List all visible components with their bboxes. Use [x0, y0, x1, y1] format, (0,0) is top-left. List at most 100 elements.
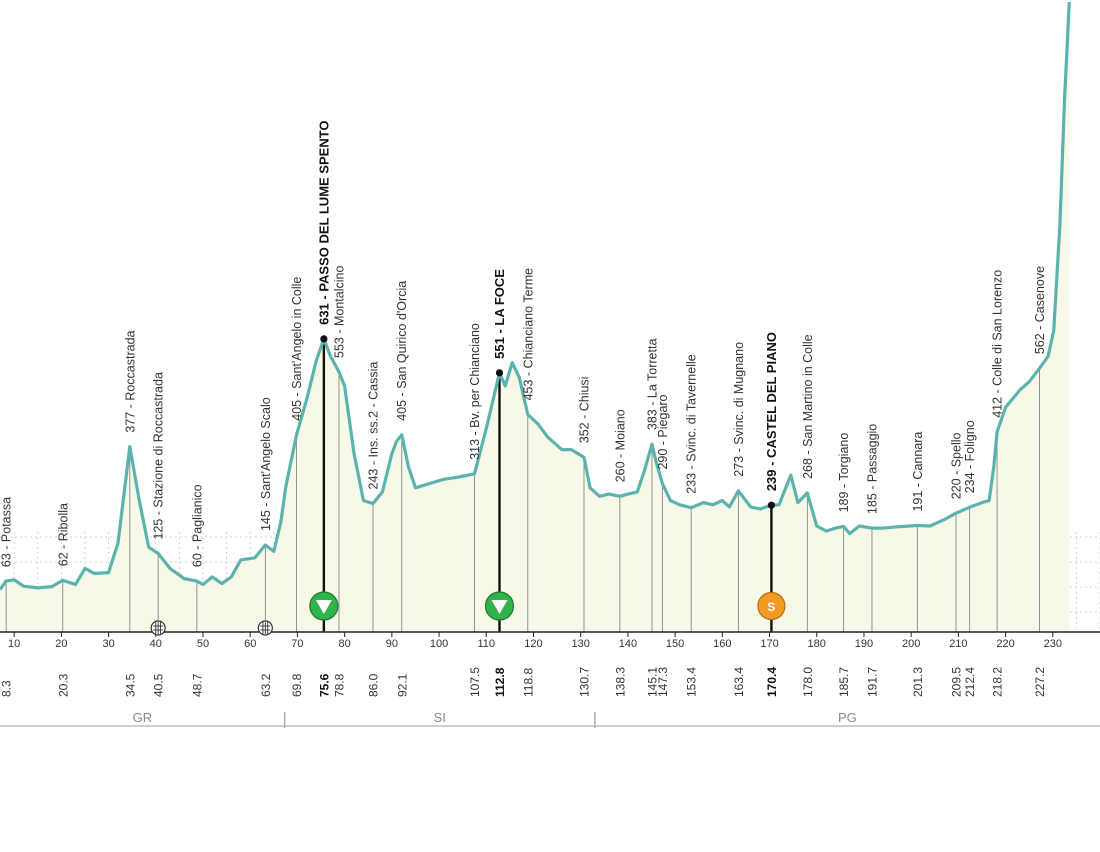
x-tick-label: 140	[619, 638, 637, 650]
place-label: 453 - Chianciano Terme	[521, 268, 535, 401]
x-tick-label: 70	[291, 638, 303, 650]
km-label: 69.8	[290, 673, 304, 697]
place-label: 377 - Roccastrada	[123, 330, 137, 432]
km-label: 170.4	[765, 667, 779, 697]
km-label: 138.3	[613, 667, 627, 697]
x-tick-label: 110	[477, 638, 495, 650]
place-label: 63 - Potassa	[0, 497, 14, 567]
place-label: 239 - CASTEL DEL PIANO	[764, 332, 779, 491]
place-label: 189 - Torgiano	[837, 433, 851, 513]
x-tick-label: 90	[386, 638, 398, 650]
km-label: 86.0	[366, 673, 380, 697]
place-label: 233 - Svinc. di Tavernelle	[685, 354, 699, 493]
x-tick-label: 130	[572, 638, 590, 650]
x-tick-label: 220	[996, 638, 1014, 650]
place-label: 553 - Montalcino	[332, 266, 346, 358]
place-label: 145 - Sant'Angelo Scalo	[259, 397, 273, 531]
place-label: 268 - San Martino in Colle	[801, 334, 815, 479]
x-tick-label: 190	[855, 638, 873, 650]
level-crossing-icon	[257, 620, 273, 636]
region-label: PG	[838, 710, 857, 725]
place-label: 551 - LA FOCE	[492, 269, 507, 359]
icon-layer: S	[150, 335, 786, 636]
km-label: 185.7	[837, 667, 851, 697]
km-label: 163.4	[732, 667, 746, 697]
x-tick-label: 10	[8, 638, 20, 650]
sprint-icon: S	[757, 591, 786, 621]
place-label: 60 - Paglianico	[190, 484, 204, 567]
place-label: 185 - Passaggio	[865, 424, 879, 514]
place-label: 352 - Chiusi	[577, 377, 591, 444]
place-label: 273 - Svinc. di Mugnano	[732, 342, 746, 477]
km-label: 48.7	[190, 673, 204, 697]
place-label: 383 - La Torretta	[645, 339, 659, 431]
x-tick-label: 200	[902, 638, 920, 650]
x-tick-label: 170	[760, 638, 778, 650]
km-label: 92.1	[395, 673, 409, 697]
place-label: 243 - Ins. ss.2 - Cassia	[366, 362, 380, 490]
profile-area	[0, 2, 1070, 633]
km-label: 112.8	[493, 667, 507, 697]
km-label: 145.1	[645, 667, 659, 697]
place-label: 260 - Moiano	[613, 409, 627, 482]
summit-dot	[320, 335, 328, 343]
km-label: 63.2	[259, 673, 273, 697]
region-label: GR	[133, 710, 153, 725]
summit-dot	[495, 369, 504, 377]
x-tick-label: 20	[55, 638, 67, 650]
region-band: GR SI PG	[0, 710, 1100, 728]
km-label: 130.7	[577, 667, 591, 697]
sprint-dot	[767, 501, 776, 509]
x-tick-label: 30	[102, 638, 114, 650]
km-label: 20.3	[56, 673, 70, 697]
gpm-climb-icon	[309, 591, 339, 621]
km-label: 218.2	[991, 667, 1005, 697]
km-label: 40.5	[152, 673, 166, 697]
km-label: 118.8	[521, 668, 535, 697]
x-tick-label: 80	[339, 638, 351, 650]
km-label: 34.5	[123, 673, 137, 697]
x-axis: 10 20 30 40 50 60 70 80 90 100 110 120 130 140 150 160 1…	[0, 631, 1100, 650]
km-label: 153.4	[685, 667, 699, 697]
km-label: 8.3	[0, 680, 14, 697]
km-label: 209.5	[950, 667, 964, 697]
place-label: 412 - Colle di San Lorenzo	[991, 270, 1005, 418]
place-label: 125 - Stazione di Roccastrada	[152, 372, 166, 540]
x-tick-label: 50	[197, 638, 209, 650]
km-label: 191.7	[865, 667, 879, 697]
place-label: 631 - PASSO DEL LUME SPENTO	[316, 120, 331, 324]
x-tick-label: 100	[430, 638, 448, 650]
place-label: 290 - Piegaro	[656, 394, 670, 469]
sprint-letter: S	[767, 600, 775, 614]
profile-line	[0, 2, 1071, 591]
place-label: 405 - Sant'Angelo in Colle	[290, 277, 304, 421]
place-label: 562 - Casenove	[1033, 266, 1047, 354]
place-label: 234 - Foligno	[963, 420, 977, 493]
x-tick-label: 60	[244, 638, 256, 650]
km-label: 212.4	[963, 667, 977, 697]
km-label: 147.3	[656, 667, 670, 697]
gpm-climb-icon	[484, 591, 515, 621]
label-layer: 63 - Potassa 8.3 62 - Ribolla 20.3 377 - Roc…	[0, 120, 1047, 697]
place-label: 220 - Spello	[950, 432, 964, 499]
place-label: 313 - Bv. per Chianciano	[468, 323, 482, 460]
x-tick-label: 40	[150, 638, 162, 650]
km-label: 75.6	[317, 673, 331, 697]
x-tick-label: 180	[808, 638, 826, 650]
marker-lines	[5, 338, 1040, 632]
place-label: 62 - Ribolla	[56, 503, 70, 566]
level-crossing-icon	[150, 620, 166, 636]
place-label: 405 - San Quirico d'Orcia	[395, 281, 409, 421]
km-label: 78.8	[332, 673, 346, 697]
x-tick-label: 150	[666, 638, 684, 650]
km-label: 227.2	[1033, 667, 1047, 697]
place-label: 191 - Cannara	[911, 432, 925, 512]
x-tick-label: 210	[949, 638, 967, 650]
km-label: 178.0	[801, 667, 815, 697]
km-label: 107.5	[468, 667, 482, 697]
region-label: SI	[434, 710, 446, 725]
x-tick-label: 120	[524, 638, 542, 650]
km-label: 201.3	[911, 667, 925, 697]
x-tick-label: 160	[713, 638, 731, 650]
